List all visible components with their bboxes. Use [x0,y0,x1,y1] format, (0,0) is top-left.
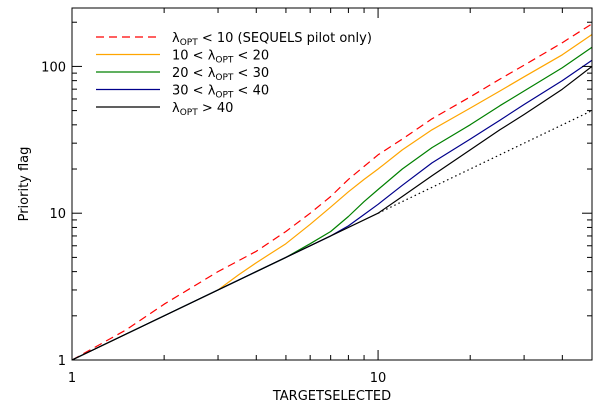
legend-label-3: 30 < λOPT < 40 [172,84,269,101]
legend-text-part: < 30 [233,66,269,81]
legend-text-part: > 40 [198,101,234,116]
series-line-3 [71,59,593,361]
legend-text-part: λ [208,84,216,99]
legend-text-part: < 20 [233,49,269,64]
x-tick-label: 10 [370,371,387,386]
series-line-2 [71,46,593,361]
series-line-1 [71,34,593,361]
legend-text-part: λ [208,66,216,81]
legend-text-part: 10 < [172,49,208,64]
legend: λOPT < 10 (SEQUELS pilot only)10 < λOPT … [96,31,372,118]
y-tick-label: 1 [58,354,66,369]
axis-ticks [71,8,593,361]
y-tick-label: 10 [49,207,66,222]
series-line-0 [71,23,593,361]
legend-text-part: λ [172,101,180,116]
plot-marks [71,23,593,361]
legend-subscript: OPT [215,73,234,83]
legend-text-part: λ [208,49,216,64]
y-axis-label: Priority flag [17,147,32,222]
legend-label-1: 10 < λOPT < 20 [172,49,269,66]
series-line-4 [71,65,593,361]
legend-text-part: 20 < [172,66,208,81]
legend-subscript: OPT [215,56,234,66]
legend-label-0: λOPT < 10 (SEQUELS pilot only) [172,31,372,48]
legend-subscript: OPT [180,38,199,48]
legend-label-2: 20 < λOPT < 30 [172,66,269,83]
tick-labels: 1 10 1 10 100 [41,60,386,386]
legend-subscript: OPT [215,91,234,101]
legend-text-part: 30 < [172,84,208,99]
plot-frame [71,7,593,361]
legend-label-4: λOPT > 40 [172,101,233,118]
legend-text-part: λ [172,31,180,46]
x-axis-label: TARGETSELECTED [272,389,391,404]
reference-line [377,110,593,214]
y-tick-label: 100 [41,60,66,75]
legend-subscript: OPT [180,108,199,118]
legend-text-part: < 40 [233,84,269,99]
x-tick-label: 1 [68,371,76,386]
legend-text-part: < 10 (SEQUELS pilot only) [198,31,372,46]
